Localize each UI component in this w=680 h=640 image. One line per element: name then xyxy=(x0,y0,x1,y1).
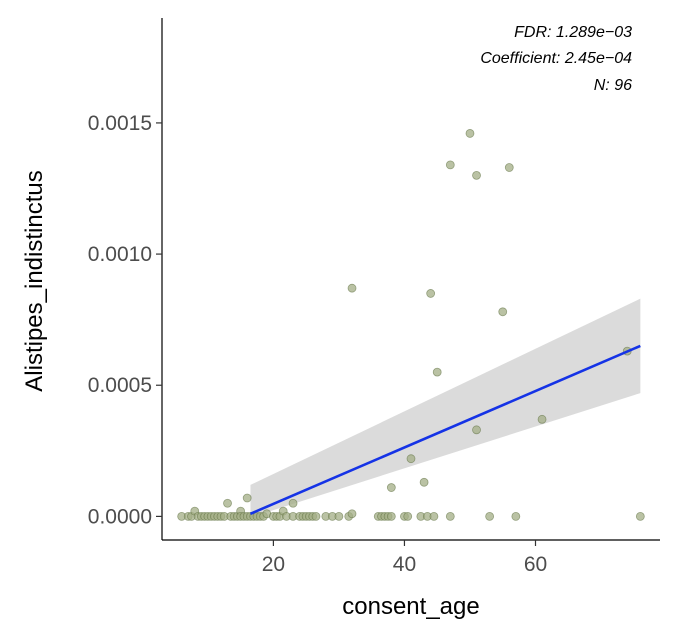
data-point xyxy=(242,493,252,503)
data-point xyxy=(311,511,321,521)
data-point xyxy=(445,160,455,170)
data-point xyxy=(334,511,344,521)
y-axis-title: Alistipes_indistinctus xyxy=(21,170,48,391)
data-point xyxy=(485,511,495,521)
data-point xyxy=(445,511,455,521)
data-point xyxy=(504,163,514,172)
y-tick-label: 0.0010 xyxy=(88,243,152,266)
ticks-layer: 0.0000 0.0005 0.0010 0.0015 20 40 60 xyxy=(88,112,547,576)
data-point xyxy=(511,511,521,521)
y-tick-label: 0.0005 xyxy=(88,374,152,397)
data-point xyxy=(419,477,429,487)
data-point xyxy=(429,511,439,521)
y-tick-label: 0.0000 xyxy=(88,505,152,528)
data-point xyxy=(537,414,547,424)
data-point xyxy=(498,307,508,317)
data-point xyxy=(288,498,298,508)
axes-layer xyxy=(161,18,660,541)
x-tick-label: 20 xyxy=(262,553,285,576)
annotation-n: N: 96 xyxy=(594,77,632,94)
annotation-coefficient: Coefficient: 2.45e−04 xyxy=(480,50,632,67)
data-point xyxy=(406,454,416,464)
x-tick-label: 60 xyxy=(524,553,547,576)
data-point xyxy=(635,511,645,521)
data-point xyxy=(472,425,481,435)
x-tick-label: 40 xyxy=(393,553,416,576)
x-axis-title: consent_age xyxy=(342,593,479,620)
data-point xyxy=(465,129,475,138)
y-tick-label: 0.0015 xyxy=(88,112,152,135)
data-point xyxy=(386,483,396,492)
data-point xyxy=(403,511,413,521)
confidence-band xyxy=(250,298,641,518)
data-point xyxy=(223,498,232,508)
regression-line xyxy=(249,344,641,515)
data-point xyxy=(386,511,396,521)
data-point xyxy=(347,283,357,293)
data-point xyxy=(347,509,357,519)
confidence-band-layer xyxy=(250,298,641,518)
data-point xyxy=(432,367,442,377)
annotation-fdr: FDR: 1.289e−03 xyxy=(514,24,632,41)
points-layer xyxy=(177,129,645,521)
data-point xyxy=(472,170,481,180)
fit-line-layer xyxy=(249,344,641,515)
data-point xyxy=(426,289,436,298)
